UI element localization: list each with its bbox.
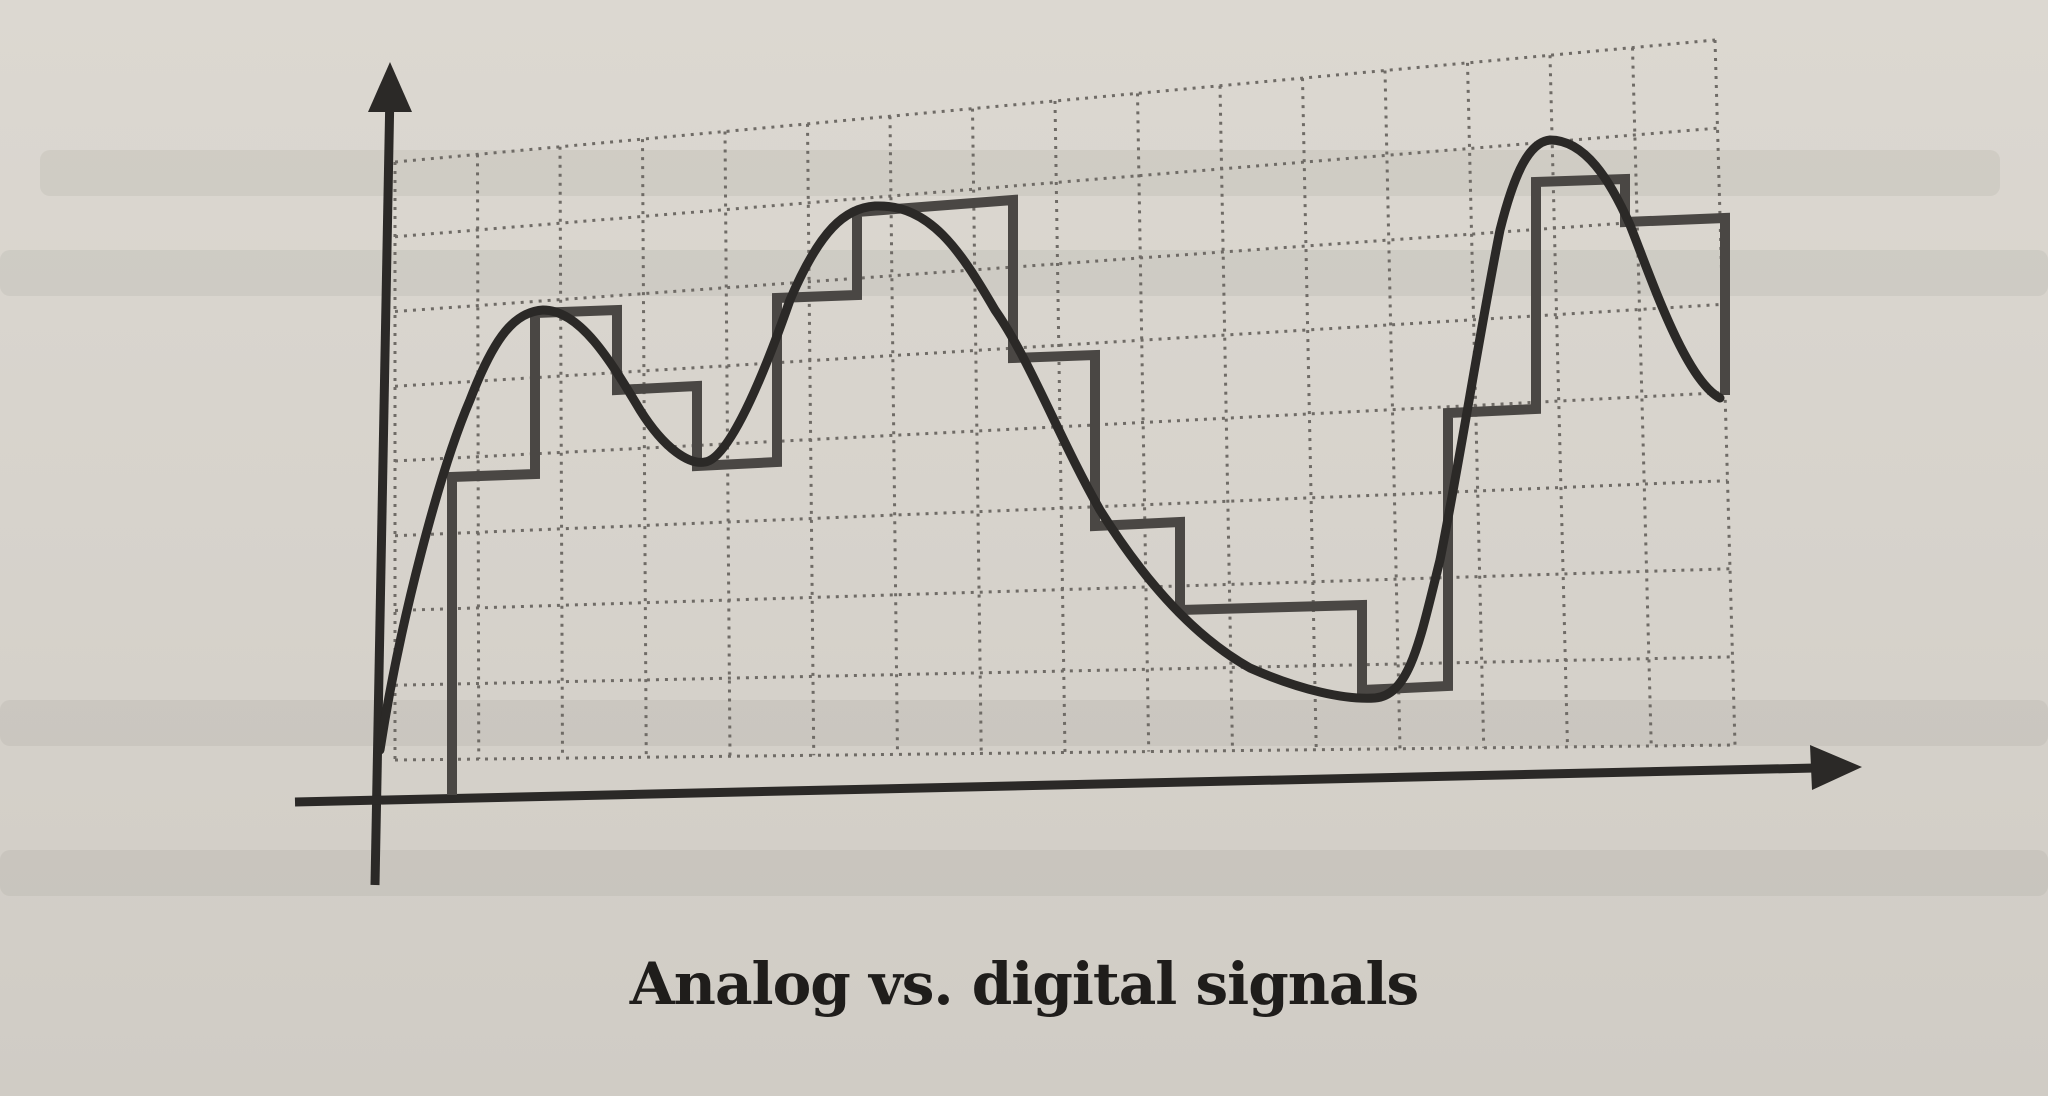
grid-line-vertical (1218, 85, 1234, 751)
y-axis (370, 89, 395, 886)
grid-line-horizontal (394, 655, 1733, 687)
grid-line-vertical (1136, 93, 1151, 752)
show-through-band (0, 850, 2048, 896)
grid-line-vertical (1301, 78, 1318, 750)
grid-line-vertical (558, 146, 564, 759)
analog-signal (375, 135, 1725, 755)
grid-line-vertical (1383, 70, 1402, 749)
show-through-band (0, 250, 2048, 296)
grid-line-vertical (1548, 55, 1569, 747)
arrow-right-icon (1810, 745, 1862, 790)
digital-signal (447, 173, 1730, 795)
grid-line-horizontal (394, 567, 1731, 612)
grid-line-vertical (641, 139, 648, 758)
grid-line-vertical (888, 116, 899, 755)
arrow-up-icon (368, 62, 412, 112)
show-through-band (40, 150, 2000, 196)
figure-caption: Analog vs. digital signals (629, 950, 1419, 1018)
grid-line-vertical (476, 154, 481, 760)
show-through-band (0, 700, 2048, 746)
grid-line-horizontal (394, 302, 1723, 388)
grid-line-horizontal (394, 743, 1736, 762)
grid-line-vertical (1631, 47, 1653, 746)
x-axis (294, 763, 1816, 807)
grid-line-horizontal (394, 479, 1728, 538)
grid-line-horizontal (394, 391, 1726, 463)
